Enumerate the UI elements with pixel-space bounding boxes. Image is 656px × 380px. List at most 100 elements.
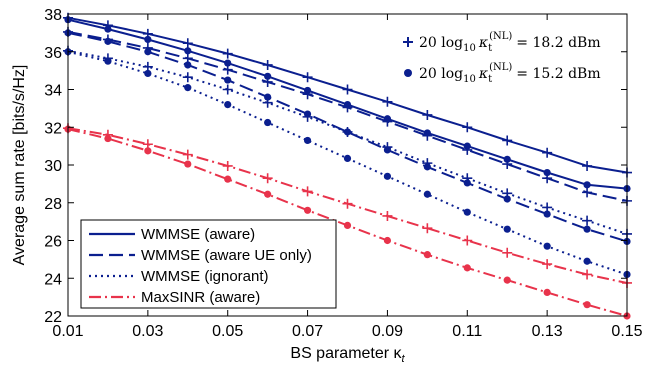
x-tick-label: 0.01 xyxy=(52,323,83,340)
data-point-circle xyxy=(583,257,591,265)
data-point-circle xyxy=(184,47,192,55)
legend-label: WMMSE (aware UE only) xyxy=(141,247,312,264)
data-point-plus xyxy=(382,116,393,127)
x-tick-labels: 0.01 0.03 0.05 0.07 0.09 0.11 0.13 0.15 xyxy=(52,323,642,340)
data-point-circle xyxy=(224,59,232,67)
data-point-circle xyxy=(583,225,591,233)
data-point-circle xyxy=(383,236,392,245)
data-point-circle xyxy=(104,37,112,45)
legend-marker-circle xyxy=(404,69,412,77)
data-point-plus xyxy=(462,144,473,155)
data-point-plus xyxy=(222,160,233,171)
data-point-plus xyxy=(502,159,513,170)
data-point-plus xyxy=(542,147,553,158)
data-point-circle xyxy=(184,84,192,92)
marker-legend-text: 20 log10 κt(NL) = 15.2 dBm xyxy=(419,62,601,85)
x-tick-label: 0.11 xyxy=(452,323,482,340)
data-point-circle xyxy=(264,118,272,127)
data-point-plus xyxy=(182,72,193,83)
data-point-circle xyxy=(543,288,551,297)
y-tick-label: 28 xyxy=(44,196,62,213)
data-point-plus xyxy=(542,259,553,270)
x-tick-label: 0.07 xyxy=(292,323,323,340)
data-point-plus xyxy=(502,247,513,258)
marker-legend-value: = 18.2 dBm xyxy=(516,35,600,51)
data-point-circle xyxy=(224,175,232,183)
y-tick-label: 32 xyxy=(44,120,62,137)
data-point-plus xyxy=(302,186,313,197)
axis-ticks xyxy=(67,13,628,317)
data-point-plus xyxy=(182,38,193,49)
x-tick-label: 0.15 xyxy=(611,323,642,340)
data-point-plus xyxy=(302,89,313,100)
marker-legend-kappa: κ xyxy=(478,35,488,51)
data-point-plus xyxy=(262,97,273,108)
data-point-circle xyxy=(503,276,511,284)
y-tick-label: 24 xyxy=(44,271,62,288)
marker-legend-value: = 15.2 dBm xyxy=(516,66,600,82)
marker-legend-log-sub: 10 xyxy=(463,43,476,54)
data-point-plus xyxy=(542,202,553,213)
data-point-plus xyxy=(222,84,233,95)
x-axis-label: BS parameter κt xyxy=(290,345,405,365)
marker-legend-text: 20 log10 κt(NL) = 18.2 dBm xyxy=(419,31,601,54)
data-point-circle xyxy=(144,35,152,44)
y-tick-label: 36 xyxy=(44,45,62,62)
legend-label: MaxSINR (aware) xyxy=(141,289,260,306)
series-line-3 xyxy=(67,30,628,202)
y-tick-label: 38 xyxy=(44,7,62,24)
legend-label: WMMSE (ignorant) xyxy=(141,268,269,285)
data-point-plus xyxy=(382,142,393,153)
data-point-plus xyxy=(262,59,273,70)
data-point-circle xyxy=(104,57,112,65)
data-point-circle xyxy=(144,69,152,78)
data-point-circle xyxy=(264,72,272,80)
data-point-plus xyxy=(262,173,273,184)
data-point-plus xyxy=(342,198,353,209)
data-point-plus xyxy=(462,173,473,184)
data-point-circle xyxy=(543,242,551,250)
x-tick-label: 0.05 xyxy=(212,323,243,340)
data-point-circle xyxy=(343,221,352,229)
data-point-circle xyxy=(423,190,431,198)
data-point-plus xyxy=(222,48,233,59)
marker-legend-kappa-sub: t xyxy=(488,43,492,54)
marker-legend-prefix: 20 log xyxy=(419,66,463,82)
data-point-circle xyxy=(543,168,551,177)
legend-label: WMMSE (aware) xyxy=(141,226,255,243)
data-point-plus xyxy=(302,72,313,83)
data-point-circle xyxy=(303,206,312,214)
data-point-plus xyxy=(382,96,393,107)
data-point-circle xyxy=(503,225,511,233)
data-point-circle xyxy=(264,93,272,101)
marker-legend-kappa-sub: t xyxy=(488,74,492,85)
series-line-4 xyxy=(67,31,628,243)
data-point-circle xyxy=(543,210,551,218)
data-point-circle xyxy=(463,264,471,272)
data-point-circle xyxy=(144,147,152,155)
data-point-circle xyxy=(144,48,152,56)
data-point-circle xyxy=(463,208,471,216)
marker-legend-log-sub: 10 xyxy=(463,74,476,85)
data-point-plus xyxy=(582,160,593,171)
data-point-plus xyxy=(582,269,593,280)
marker-legend-kappa-sup: (NL) xyxy=(489,31,512,42)
line-legend: WMMSE (aware) WMMSE (aware UE only) WMMSE … xyxy=(80,219,337,309)
data-point-plus xyxy=(422,130,433,141)
y-tick-label: 26 xyxy=(44,234,62,251)
y-tick-label: 30 xyxy=(44,158,62,175)
data-point-circle xyxy=(264,190,272,198)
data-point-circle xyxy=(343,154,352,162)
data-point-circle xyxy=(184,160,192,168)
x-tick-label: 0.03 xyxy=(132,323,163,340)
data-point-circle xyxy=(503,195,511,203)
y-tick-label: 34 xyxy=(44,83,62,100)
data-point-plus xyxy=(462,122,473,133)
data-point-circle xyxy=(104,25,112,33)
data-point-plus xyxy=(422,109,433,120)
x-tick-label: 0.13 xyxy=(532,323,563,340)
series-markers xyxy=(63,12,632,320)
marker-legend-kappa-sup: (NL) xyxy=(489,62,512,73)
data-point-plus xyxy=(542,173,553,184)
